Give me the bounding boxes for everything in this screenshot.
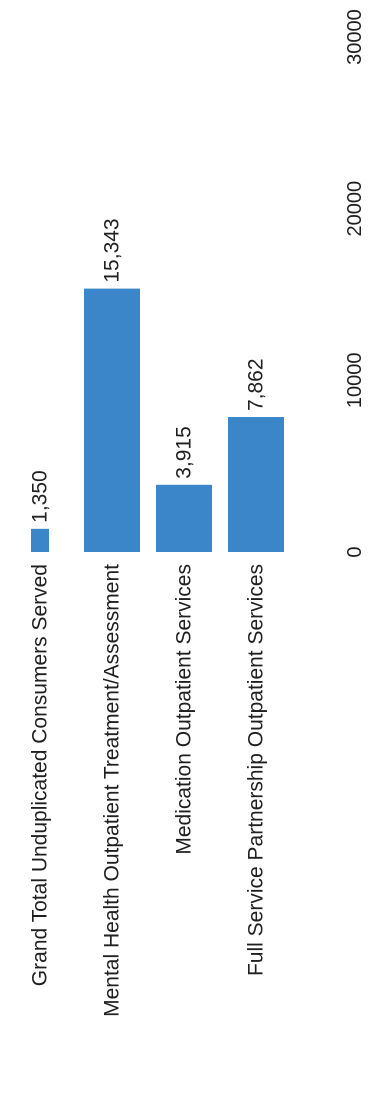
category-label: Full Service Partnership Outpatient Serv…	[245, 564, 268, 976]
tick-label: 0	[344, 546, 366, 557]
category-label: Grand Total Unduplicated Consumers Serve…	[29, 564, 52, 986]
tick-label: 10000	[344, 353, 366, 409]
data-label: 7,862	[245, 358, 268, 411]
data-label: 15,343	[101, 218, 124, 282]
bar	[31, 528, 49, 552]
tick-labels-layer: 0 10000 20000 30000	[344, 9, 366, 557]
plot-area: 1,350 15,343 3,915 7,862 Grand Total Undupl…	[29, 9, 367, 1017]
data-label: 3,915	[173, 426, 196, 479]
tick-label: 30000	[344, 9, 366, 65]
tick-label: 20000	[344, 181, 366, 237]
category-label: Medication Outpatient Services	[173, 564, 196, 855]
data-labels-layer: 1,350 15,343 3,915 7,862	[29, 218, 268, 522]
bars-layer	[31, 288, 284, 552]
data-label: 1,350	[29, 470, 52, 523]
bar	[228, 417, 284, 552]
bar	[84, 288, 140, 552]
category-label: Mental Health Outpatient Treatment/Asses…	[101, 564, 124, 1017]
category-labels-layer: Grand Total Unduplicated Consumers Serve…	[29, 564, 268, 1017]
bar	[156, 484, 212, 552]
